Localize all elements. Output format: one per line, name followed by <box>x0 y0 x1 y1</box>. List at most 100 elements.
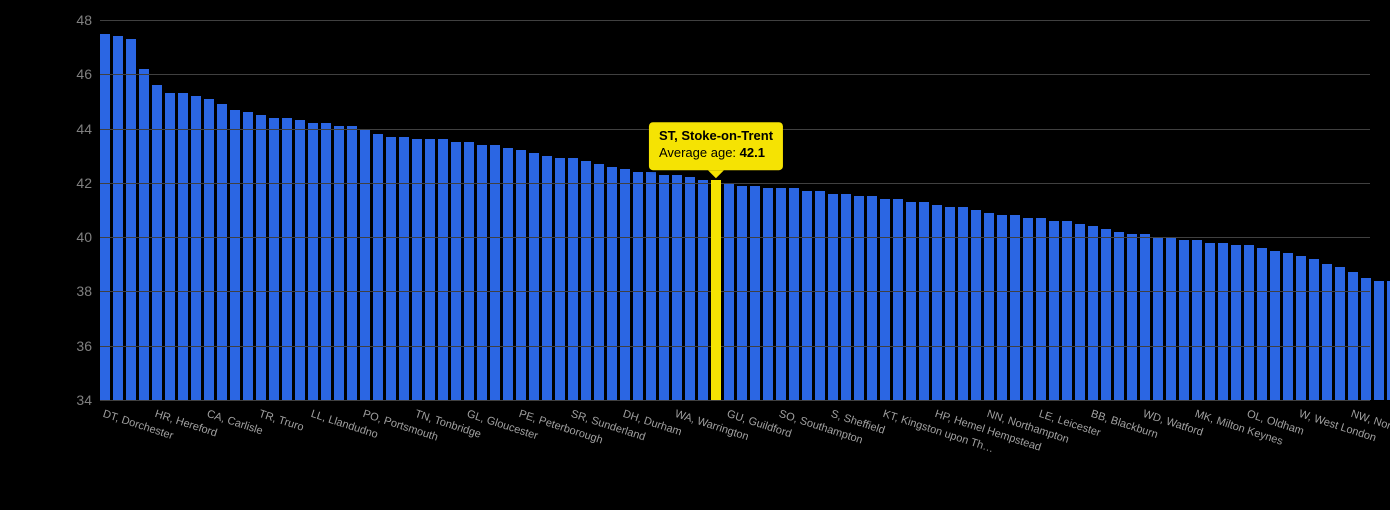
bar[interactable] <box>308 123 318 400</box>
bar[interactable] <box>893 199 903 400</box>
bar[interactable] <box>373 134 383 400</box>
bar[interactable] <box>646 172 656 400</box>
bar[interactable] <box>971 210 981 400</box>
bar[interactable] <box>1023 218 1033 400</box>
bar[interactable] <box>165 93 175 400</box>
bar[interactable] <box>334 126 344 400</box>
bar[interactable] <box>204 99 214 400</box>
bar[interactable] <box>1179 240 1189 400</box>
y-tick-label: 34 <box>76 392 92 408</box>
bar[interactable] <box>178 93 188 400</box>
bar[interactable] <box>438 139 448 400</box>
bar[interactable] <box>1361 278 1371 400</box>
bar[interactable] <box>1231 245 1241 400</box>
bar[interactable] <box>1140 234 1150 400</box>
bar[interactable] <box>529 153 539 400</box>
bar[interactable] <box>360 129 370 400</box>
bar[interactable] <box>451 142 461 400</box>
bar[interactable] <box>386 137 396 400</box>
bar[interactable] <box>672 175 682 400</box>
bar[interactable] <box>633 172 643 400</box>
bar[interactable] <box>828 194 838 400</box>
bar[interactable] <box>269 118 279 400</box>
bar[interactable] <box>1192 240 1202 400</box>
bar[interactable] <box>1010 215 1020 400</box>
bar[interactable] <box>776 188 786 400</box>
x-tick-label: TR, Truro <box>257 408 305 434</box>
bar[interactable] <box>1244 245 1254 400</box>
bar[interactable] <box>932 205 942 400</box>
bar[interactable] <box>581 161 591 400</box>
bar[interactable] <box>1218 243 1228 400</box>
bar[interactable] <box>1088 226 1098 400</box>
bar[interactable] <box>412 139 422 400</box>
callout-value: 42.1 <box>740 145 765 160</box>
bar[interactable] <box>802 191 812 400</box>
callout-subtitle-prefix: Average age: <box>659 145 740 160</box>
bar[interactable] <box>1049 221 1059 400</box>
gridline <box>100 237 1370 238</box>
bar[interactable] <box>464 142 474 400</box>
bar[interactable] <box>854 196 864 400</box>
bar[interactable] <box>282 118 292 400</box>
bar[interactable] <box>1166 237 1176 400</box>
bar[interactable] <box>815 191 825 400</box>
bar-highlighted[interactable] <box>711 180 721 400</box>
y-tick-label: 36 <box>76 338 92 354</box>
bar[interactable] <box>230 110 240 400</box>
bar[interactable] <box>555 158 565 400</box>
bar[interactable] <box>867 196 877 400</box>
bar[interactable] <box>763 188 773 400</box>
bar[interactable] <box>1205 243 1215 400</box>
bar[interactable] <box>256 115 266 400</box>
bar[interactable] <box>152 85 162 400</box>
bar[interactable] <box>139 69 149 400</box>
bar[interactable] <box>1127 234 1137 400</box>
bar[interactable] <box>1062 221 1072 400</box>
bar[interactable] <box>685 177 695 400</box>
bar[interactable] <box>568 158 578 400</box>
bar[interactable] <box>1114 232 1124 400</box>
bar[interactable] <box>984 213 994 400</box>
bar[interactable] <box>698 180 708 400</box>
bar[interactable] <box>1101 229 1111 400</box>
bar[interactable] <box>1075 224 1085 400</box>
bar[interactable] <box>1283 253 1293 400</box>
bar[interactable] <box>594 164 604 400</box>
bar[interactable] <box>1270 251 1280 400</box>
bar[interactable] <box>1296 256 1306 400</box>
bar[interactable] <box>217 104 227 400</box>
bar[interactable] <box>789 188 799 400</box>
bar[interactable] <box>516 150 526 400</box>
bar[interactable] <box>919 202 929 400</box>
bar[interactable] <box>1322 264 1332 400</box>
y-tick-label: 46 <box>76 66 92 82</box>
bar[interactable] <box>1153 237 1163 400</box>
bar[interactable] <box>425 139 435 400</box>
bar[interactable] <box>1374 281 1384 400</box>
bar[interactable] <box>191 96 201 400</box>
bar[interactable] <box>503 148 513 400</box>
bar[interactable] <box>321 123 331 400</box>
bar[interactable] <box>750 186 760 400</box>
bar[interactable] <box>841 194 851 400</box>
bar[interactable] <box>1309 259 1319 400</box>
bar[interactable] <box>607 167 617 400</box>
bar[interactable] <box>997 215 1007 400</box>
x-axis-labels: DT, DorchesterHR, HerefordCA, CarlisleTR… <box>100 400 1370 510</box>
bar[interactable] <box>243 112 253 400</box>
bar[interactable] <box>737 186 747 400</box>
bar[interactable] <box>347 126 357 400</box>
bar[interactable] <box>1335 267 1345 400</box>
gridline <box>100 346 1370 347</box>
bar[interactable] <box>1257 248 1267 400</box>
bar[interactable] <box>620 169 630 400</box>
bar[interactable] <box>1036 218 1046 400</box>
bar[interactable] <box>295 120 305 400</box>
bar[interactable] <box>880 199 890 400</box>
plot-area: 3436384042444648ST, Stoke-on-TrentAverag… <box>100 20 1370 400</box>
bar[interactable] <box>399 137 409 400</box>
bar[interactable] <box>542 156 552 400</box>
bar[interactable] <box>659 175 669 400</box>
bar[interactable] <box>906 202 916 400</box>
